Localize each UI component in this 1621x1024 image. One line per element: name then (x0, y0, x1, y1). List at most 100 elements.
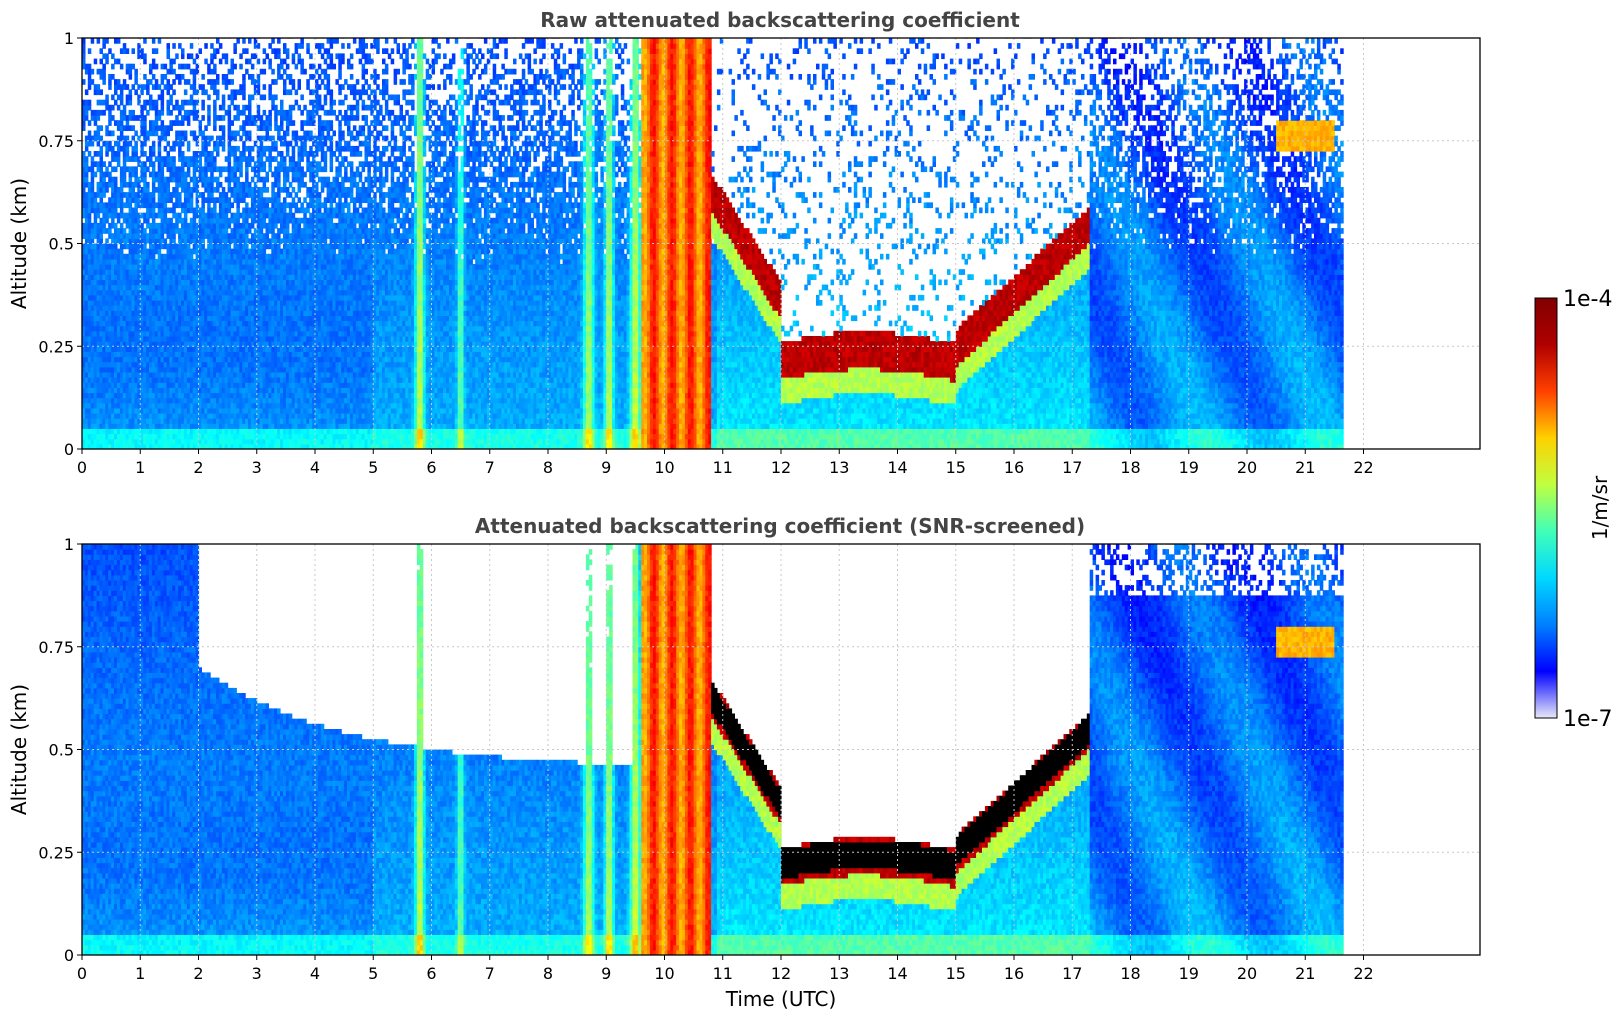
heatmap-cell (157, 438, 162, 445)
heatmap-cell (87, 68, 92, 75)
heatmap-cell (102, 366, 106, 373)
heatmap-cell (82, 99, 86, 106)
heatmap-cell (116, 94, 121, 101)
heatmap-cell (154, 300, 159, 306)
heatmap-cell (143, 397, 147, 404)
heatmap-cell (134, 151, 138, 157)
heatmap-cell (172, 207, 176, 214)
heatmap-cell (233, 407, 237, 414)
heatmap-cell (90, 361, 95, 368)
heatmap-cell (87, 79, 92, 85)
heatmap-cell (277, 233, 281, 239)
heatmap-cell (99, 330, 103, 337)
heatmap-cell (119, 115, 124, 121)
heatmap-cell (119, 274, 124, 280)
heatmap-cell (233, 305, 237, 311)
heatmap-cell (181, 228, 185, 234)
heatmap-cell (146, 346, 150, 352)
heatmap-cell (122, 217, 127, 224)
heatmap-cell (195, 109, 200, 116)
heatmap-cell (151, 284, 156, 291)
heatmap-cell (175, 407, 179, 414)
heatmap-cell (198, 377, 202, 383)
heatmap-cell (157, 407, 162, 414)
heatmap-cell (116, 305, 121, 311)
heatmap-cell (216, 94, 220, 101)
heatmap-cell (114, 120, 118, 126)
heatmap-cell (172, 58, 176, 65)
heatmap-cell (140, 377, 144, 383)
heatmap-cell (137, 233, 141, 239)
heatmap-cell (119, 109, 124, 116)
heatmap-cell (172, 387, 176, 394)
heatmap-cell (227, 104, 232, 111)
heatmap-cell (93, 325, 98, 332)
heatmap-cell (114, 366, 118, 373)
heatmap-cell (189, 284, 194, 291)
heatmap-cell (87, 341, 92, 347)
heatmap-cell (192, 104, 197, 111)
heatmap-cell (163, 258, 168, 265)
heatmap-cell (116, 423, 121, 429)
heatmap-cell (82, 222, 86, 229)
heatmap-cell (96, 433, 101, 440)
heatmap-cell (119, 423, 124, 429)
heatmap-cell (96, 418, 101, 424)
heatmap-cell (183, 207, 188, 214)
heatmap-cell (119, 94, 124, 101)
heatmap-cell (87, 300, 92, 306)
heatmap-cell (175, 305, 179, 311)
heatmap-cell (96, 233, 101, 239)
heatmap-cell (195, 402, 200, 409)
heatmap-cell (131, 392, 135, 399)
heatmap-cell (233, 289, 237, 296)
heatmap-cell (169, 253, 173, 260)
heatmap-cell (195, 258, 200, 265)
heatmap-cell (140, 233, 144, 239)
heatmap-cell (128, 325, 133, 332)
heatmap-cell (224, 58, 229, 65)
heatmap-cell (233, 418, 237, 424)
heatmap-cell (160, 325, 165, 332)
heatmap-cell (87, 433, 92, 440)
heatmap-cell (227, 181, 232, 188)
heatmap-cell (131, 320, 135, 327)
heatmap-cell (149, 99, 153, 106)
heatmap-cell (90, 377, 95, 383)
heatmap-cell (149, 197, 153, 203)
heatmap-cell (192, 371, 197, 378)
heatmap-cell (192, 99, 197, 106)
heatmap-cell (93, 300, 98, 306)
heatmap-cell (90, 228, 95, 234)
heatmap-cell (119, 315, 124, 322)
heatmap-cell (207, 222, 211, 229)
heatmap-cell (280, 392, 284, 399)
heatmap-cell (280, 428, 284, 435)
heatmap-cell (125, 181, 130, 188)
heatmap-cell (157, 336, 162, 342)
heatmap-cell (134, 279, 138, 286)
heatmap-cell (166, 181, 170, 188)
heatmap-cell (87, 407, 92, 414)
heatmap-cell (87, 104, 92, 111)
heatmap-cell (285, 176, 290, 183)
heatmap-cell (233, 161, 237, 167)
heatmap-cell (84, 197, 89, 203)
heatmap-cell (183, 402, 188, 409)
heatmap-cell (90, 269, 95, 275)
heatmap-cell (125, 392, 130, 399)
heatmap-cell (108, 74, 112, 80)
heatmap-cell (125, 258, 130, 265)
heatmap-cell (303, 433, 307, 440)
heatmap-cell (163, 135, 168, 142)
heatmap-cell (207, 115, 211, 121)
heatmap-cell (128, 63, 133, 70)
heatmap-cell (175, 274, 179, 280)
heatmap-cell (93, 217, 98, 224)
heatmap-cell (172, 315, 176, 322)
heatmap-cell (268, 43, 272, 49)
heatmap-cell (111, 438, 115, 445)
heatmap-cell (230, 79, 234, 85)
heatmap-cell (166, 433, 170, 440)
heatmap-cell (111, 243, 115, 250)
